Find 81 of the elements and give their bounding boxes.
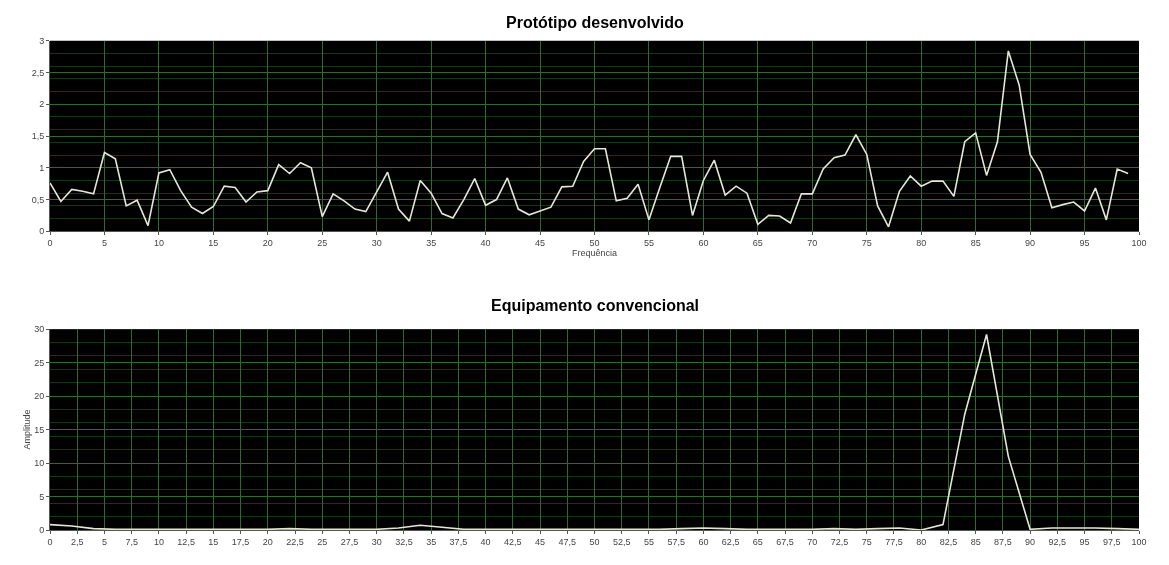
x-tick-label: 65 [752,238,763,249]
chart-title: Equipamento convencional [491,297,700,314]
x-tick-label: 67,5 [776,536,794,547]
y-tick-label: 2 [39,99,45,110]
y-tick-label: 1,5 [31,131,45,142]
y-tick-label: 10 [34,458,45,469]
x-tick-label: 97,5 [1103,536,1121,547]
x-tick-label: 20 [262,238,273,249]
x-tick-label: 100 [1131,238,1147,249]
x-tick-label: 95 [1079,238,1090,249]
x-tick-label: 90 [1025,536,1036,547]
x-tick-label: 27,5 [340,536,359,547]
y-tick-label: 30 [34,324,45,335]
x-tick-label: 72,5 [830,536,849,547]
x-tick-label: 57,5 [667,536,685,547]
x-tick-label: 25 [317,536,328,547]
x-tick-label: 20 [262,536,273,547]
y-tick-label: 0 [39,226,45,237]
x-tick-label: 82,5 [939,536,958,547]
x-tick-label: 65 [752,536,763,547]
x-tick-label: 60 [698,238,709,249]
x-tick-label: 22,5 [286,536,304,547]
chart-title: Protótipo desenvolvido [506,14,685,31]
y-axis-title: Amplitude [21,409,32,450]
y-tick-label: 25 [34,357,45,368]
x-tick-label: 0 [47,536,53,547]
x-tick-label: 15 [208,238,219,249]
x-tick-label: 75 [861,238,872,249]
x-tick-label: 52,5 [612,536,631,547]
x-tick-label: 77,5 [885,536,903,547]
line-series [50,50,1129,228]
x-tick-label: 85 [970,238,981,249]
x-tick-label: 25 [317,238,328,249]
x-tick-label: 35 [426,536,437,547]
x-tick-label: 42,5 [504,536,522,547]
x-tick-label: 62,5 [721,536,740,547]
y-tick-label: 1 [39,162,45,173]
x-tick-label: 50 [589,238,600,249]
x-tick-label: 35 [426,238,437,249]
x-tick-label: 85 [970,536,981,547]
x-tick-label: 10 [153,238,164,249]
x-tick-label: 5 [101,238,107,249]
x-tick-label: 47,5 [558,536,577,547]
x-tick-label: 95 [1079,536,1090,547]
x-tick-label: 30 [371,536,382,547]
x-tick-label: 92,5 [1048,536,1067,547]
y-tick-label: 0 [39,525,45,536]
x-tick-label: 10 [153,536,164,547]
x-tick-label: 40 [480,536,491,547]
y-tick-label: 2,5 [31,67,45,78]
x-tick-label: 45 [535,238,546,249]
y-tick-label: 15 [34,424,45,435]
x-tick-label: 7,5 [125,536,138,547]
x-axis-title: Frequência [571,248,618,259]
x-tick-label: 17,5 [231,536,250,547]
x-tick-label: 2,5 [70,536,84,547]
x-tick-label: 30 [371,238,382,249]
x-tick-label: 60 [698,536,709,547]
x-tick-label: 45 [535,536,546,547]
x-tick-label: 15 [208,536,219,547]
x-tick-label: 87,5 [994,536,1012,547]
y-tick-label: 20 [34,391,45,402]
y-tick-label: 3 [39,35,45,46]
x-tick-label: 75 [861,536,872,547]
x-tick-label: 5 [101,536,107,547]
y-tick-label: 5 [39,491,45,502]
x-tick-label: 55 [643,238,654,249]
x-tick-label: 55 [643,536,654,547]
x-tick-label: 0 [47,238,53,249]
x-tick-label: 70 [807,238,818,249]
x-tick-label: 37,5 [449,536,468,547]
x-tick-label: 12,5 [177,536,195,547]
x-tick-label: 50 [589,536,600,547]
x-tick-label: 80 [916,536,927,547]
y-tick-label: 0,5 [31,194,45,205]
x-tick-label: 100 [1131,536,1147,547]
x-tick-label: 70 [807,536,818,547]
x-tick-label: 40 [480,238,491,249]
x-tick-label: 90 [1025,238,1036,249]
x-tick-label: 80 [916,238,927,249]
x-tick-label: 32,5 [395,536,413,547]
